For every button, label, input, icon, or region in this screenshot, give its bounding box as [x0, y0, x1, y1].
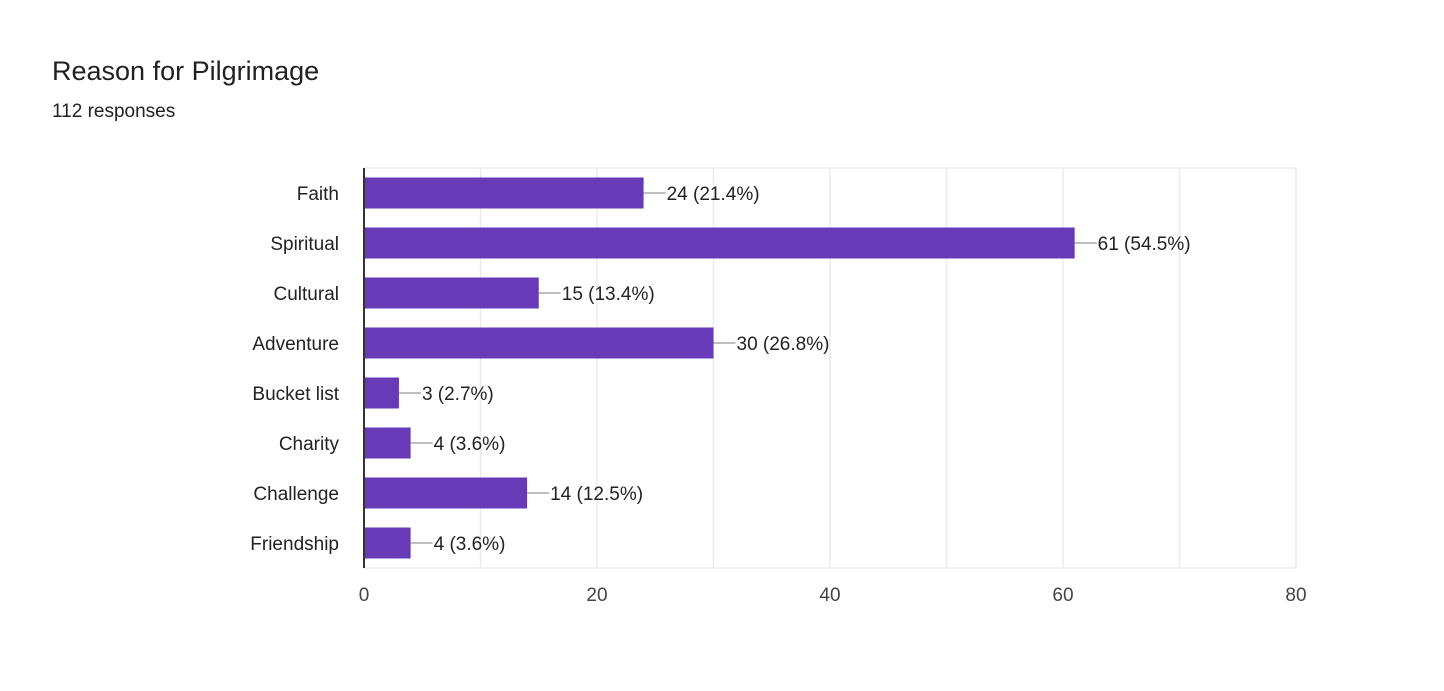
bar-challenge	[364, 477, 528, 509]
category-label: Faith	[297, 184, 339, 205]
bar-charity	[364, 427, 411, 459]
data-label: 14 (12.5%)	[550, 484, 643, 505]
category-label: Challenge	[253, 484, 339, 505]
data-label: 4 (3.6%)	[434, 434, 506, 455]
category-label: Cultural	[274, 284, 339, 305]
bar-adventure	[364, 327, 714, 359]
data-label: 15 (13.4%)	[562, 284, 655, 305]
category-label: Bucket list	[252, 384, 339, 405]
bar-friendship	[364, 527, 411, 559]
data-label: 61 (54.5%)	[1098, 234, 1191, 255]
x-tick-label: 20	[586, 585, 607, 606]
chart-title: Reason for Pilgrimage	[52, 56, 320, 86]
category-label: Spiritual	[270, 234, 339, 255]
bar-bucket-list	[364, 377, 399, 409]
bar-cultural	[364, 277, 539, 309]
bar-faith	[364, 177, 644, 209]
category-label: Adventure	[252, 334, 339, 355]
response-count: 112 responses	[52, 101, 176, 122]
category-label: Friendship	[250, 534, 339, 555]
x-tick-label: 40	[819, 585, 840, 606]
data-label: 3 (2.7%)	[422, 384, 494, 405]
data-label: 30 (26.8%)	[737, 334, 830, 355]
x-tick-label: 80	[1285, 585, 1306, 606]
bar-spiritual	[364, 227, 1075, 259]
x-tick-label: 0	[359, 585, 370, 606]
x-tick-label: 60	[1052, 585, 1073, 606]
data-label: 24 (21.4%)	[667, 184, 760, 205]
category-label: Charity	[279, 434, 340, 455]
data-label: 4 (3.6%)	[434, 534, 506, 555]
